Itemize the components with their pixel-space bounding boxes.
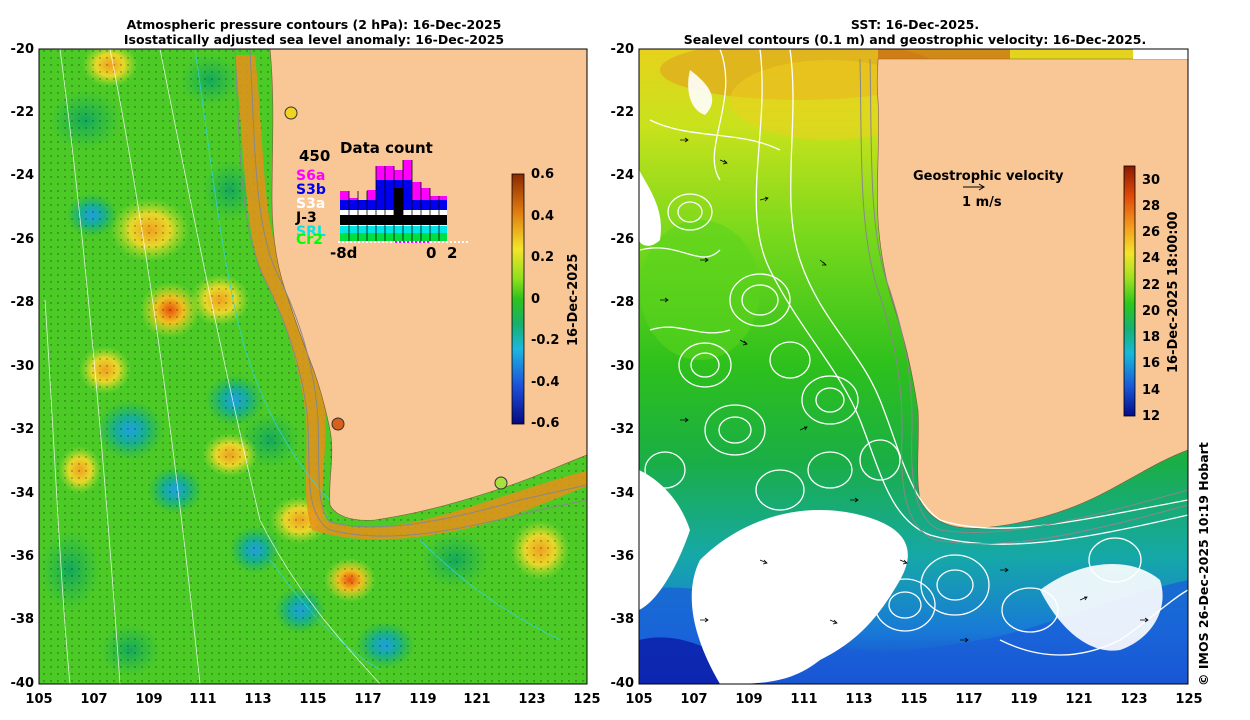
data-count-max: 450: [299, 147, 331, 165]
colorbar-tick: 24: [1142, 251, 1161, 266]
right-map: [639, 49, 1188, 684]
lat-tick: -40: [10, 676, 35, 691]
lat-tick: -20: [610, 42, 635, 57]
colorbar-tick: 0.6: [531, 167, 555, 182]
lon-tick: 115: [900, 692, 928, 707]
lat-tick: -36: [610, 549, 635, 564]
lon-tick: 117: [354, 692, 382, 707]
lat-tick: -26: [610, 232, 635, 247]
lat-tick: -30: [10, 359, 35, 374]
colorbar-tick: 20: [1142, 304, 1161, 319]
right-title-line2: Sealevel contours (0.1 m) and geostrophi…: [683, 32, 1147, 47]
right-colorbar: [1123, 165, 1136, 417]
lon-tick: 119: [409, 692, 437, 707]
lat-tick: -24: [610, 168, 635, 183]
data-count-axis-start: -8d: [330, 244, 358, 262]
lat-tick: -26: [10, 232, 35, 247]
lon-tick: 105: [25, 692, 53, 707]
lon-tick: 109: [735, 692, 763, 707]
colorbar-tick: 12: [1142, 409, 1161, 424]
colorbar-tick: 28: [1142, 199, 1161, 214]
lon-tick: 113: [845, 692, 873, 707]
lon-tick: 121: [1065, 692, 1093, 707]
colorbar-tick: 0: [531, 292, 541, 307]
lon-tick: 115: [299, 692, 327, 707]
lat-tick: -32: [10, 422, 35, 437]
lon-tick: 123: [1120, 692, 1148, 707]
lon-tick: 111: [189, 692, 217, 707]
left-title-line2: Isostatically adjusted sea level anomaly…: [123, 32, 505, 47]
left-map: [39, 49, 587, 684]
colorbar-tick: 0.2: [531, 250, 555, 265]
lat-tick: -28: [610, 295, 635, 310]
sat-label-s6a: S6a: [296, 168, 326, 184]
lat-tick: -28: [10, 295, 35, 310]
data-count-axis-zero: 0: [426, 244, 437, 262]
lat-tick: -22: [10, 105, 35, 120]
lon-tick: 111: [790, 692, 818, 707]
sat-label-j3: J-3: [296, 210, 317, 226]
lat-tick: -32: [610, 422, 635, 437]
colorbar-tick: 30: [1142, 173, 1161, 188]
lon-tick: 125: [573, 692, 601, 707]
right-colorbar-label: 16-Dec-2025 18:00:00: [1166, 211, 1181, 373]
sat-label-s3a: S3a: [296, 196, 326, 212]
left-title-line1: Atmospheric pressure contours (2 hPa): 1…: [126, 17, 502, 32]
velocity-legend-label: Geostrophic velocity: [913, 169, 1064, 184]
colorbar-tick: -0.6: [531, 416, 560, 431]
colorbar-tick: -0.2: [531, 333, 560, 348]
velocity-scale-label: 1 m/s: [962, 195, 1002, 210]
lon-tick: 109: [135, 692, 163, 707]
colorbar-tick: 18: [1142, 330, 1161, 345]
colorbar-tick: 16: [1142, 356, 1161, 371]
data-count-axis-end: 2: [447, 244, 458, 262]
lat-tick: -40: [610, 676, 635, 691]
velocity-scale-arrow: [963, 183, 985, 191]
lon-tick: 117: [955, 692, 983, 707]
data-count-chart: [338, 160, 470, 243]
colorbar-tick: 14: [1142, 383, 1161, 398]
lat-tick: -38: [610, 612, 635, 627]
sat-label-cr2: Cr2: [296, 232, 323, 248]
lat-tick: -22: [610, 105, 635, 120]
data-count-title: Data count: [340, 139, 433, 157]
lon-tick: 123: [518, 692, 546, 707]
left-colorbar: [511, 173, 525, 425]
colorbar-tick: -0.4: [531, 375, 560, 390]
right-title-line1: SST: 16-Dec-2025.: [850, 17, 980, 32]
colorbar-tick: 22: [1142, 278, 1161, 293]
lon-tick: 113: [244, 692, 272, 707]
lat-tick: -38: [10, 612, 35, 627]
colorbar-tick: 0.4: [531, 209, 555, 224]
left-colorbar-label: 16-Dec-2025: [566, 253, 581, 346]
lon-tick: 121: [463, 692, 491, 707]
lon-tick: 107: [680, 692, 708, 707]
lon-tick: 125: [1175, 692, 1203, 707]
lon-tick: 107: [80, 692, 108, 707]
lat-tick: -24: [10, 168, 35, 183]
lat-tick: -36: [10, 549, 35, 564]
sat-label-srl: SRL: [296, 224, 326, 240]
lon-tick: 105: [625, 692, 653, 707]
lon-tick: 119: [1010, 692, 1038, 707]
sat-label-s3b: S3b: [296, 182, 326, 198]
credit-label: © IMOS 26-Dec-2025 10:19 Hobart: [1196, 442, 1211, 686]
lat-tick: -30: [610, 359, 635, 374]
colorbar-tick: 26: [1142, 225, 1161, 240]
lat-tick: -20: [10, 42, 35, 57]
lat-tick: -34: [610, 486, 635, 501]
lat-tick: -34: [10, 486, 35, 501]
